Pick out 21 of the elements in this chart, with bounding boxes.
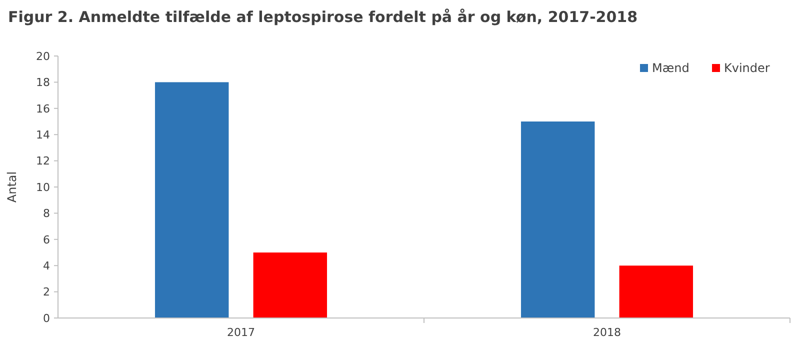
y-tick-label: 4 <box>43 259 50 272</box>
y-axis-title: Antal <box>5 171 19 203</box>
bar <box>253 252 328 318</box>
y-tick-label: 8 <box>43 207 50 220</box>
y-tick-label: 20 <box>36 50 50 63</box>
y-tick-label: 12 <box>36 154 50 168</box>
y-tick-label: 10 <box>36 180 50 194</box>
y-tick-label: 18 <box>36 76 50 90</box>
y-tick-label: 14 <box>36 128 50 142</box>
y-tick-label: 2 <box>43 286 50 299</box>
chart-title: Figur 2. Anmeldte tilfælde af leptospirose fordelt på år og køn, 2017-2018 <box>8 8 638 26</box>
x-tick-label: 2018 <box>593 326 621 339</box>
y-tick-label: 16 <box>36 102 50 116</box>
bar <box>619 266 694 318</box>
bar <box>520 122 595 318</box>
y-tick-label: 0 <box>43 312 50 325</box>
legend-label: Kvinder <box>724 61 770 76</box>
y-tick-label: 6 <box>43 233 50 246</box>
bar <box>154 82 229 318</box>
legend-label: Mænd <box>652 61 690 76</box>
x-tick-label: 2017 <box>227 326 255 339</box>
